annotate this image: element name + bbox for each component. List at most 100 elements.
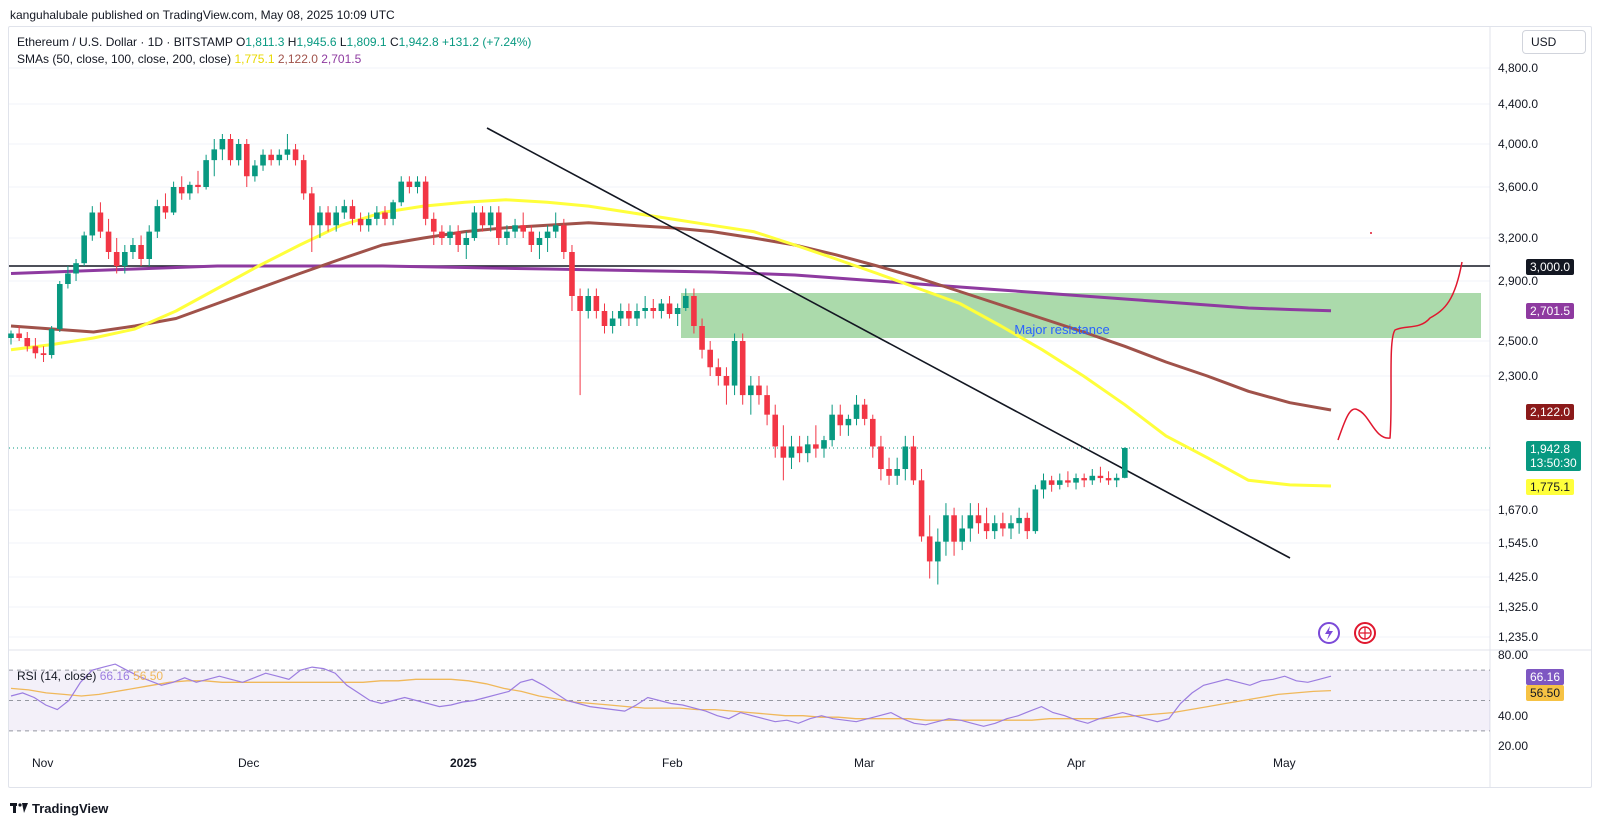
candle <box>935 528 941 585</box>
candle <box>32 338 39 359</box>
candle-body <box>861 404 868 419</box>
candle-body <box>1016 517 1022 524</box>
candle-body <box>195 184 201 187</box>
candle <box>715 358 722 386</box>
candle <box>593 288 600 319</box>
candle <box>723 367 730 405</box>
rsi-label: RSI (14, close) <box>17 669 97 683</box>
candle <box>1040 473 1047 499</box>
candle-body <box>439 231 445 238</box>
candle-body <box>585 296 592 311</box>
currency-selector[interactable]: USD <box>1522 30 1586 54</box>
sma50-path <box>10 198 1332 488</box>
candle-body <box>658 303 665 311</box>
candle-body <box>40 353 47 355</box>
candle <box>861 398 868 426</box>
candle <box>796 435 803 463</box>
candle <box>268 149 274 166</box>
candle <box>528 225 535 252</box>
rsi-tick-label: 20.00 <box>1498 739 1529 753</box>
candle-body <box>496 212 502 238</box>
rsi-ma-path <box>10 678 1332 721</box>
candle-body <box>56 284 63 329</box>
time-tick-label: Mar <box>854 756 875 770</box>
candle-body <box>325 212 331 226</box>
candle-body <box>268 154 274 161</box>
candle-body <box>926 536 933 562</box>
forecast-path <box>1337 232 1463 441</box>
candle-body <box>1097 475 1104 479</box>
candle-body <box>8 333 14 338</box>
candle <box>1016 507 1022 534</box>
candle <box>1024 512 1031 540</box>
candle-body <box>975 515 982 524</box>
price-tick-label: 1,325.0 <box>1498 600 1539 614</box>
candle-body <box>235 144 242 161</box>
candle <box>626 303 632 326</box>
candle <box>837 404 844 436</box>
candle <box>951 507 957 556</box>
tradingview-footer[interactable]: TradingView <box>10 801 108 816</box>
candle-body <box>300 160 307 194</box>
candle <box>658 299 665 319</box>
candle-body <box>48 329 55 355</box>
rsi-path <box>10 663 1332 727</box>
candle-body <box>991 523 998 532</box>
candle-body <box>853 404 860 419</box>
candle <box>349 199 356 226</box>
candle <box>853 395 860 426</box>
candle-body <box>243 144 250 177</box>
candle <box>674 303 681 326</box>
candle-body <box>1024 517 1031 532</box>
price-tick-label: 1,670.0 <box>1498 503 1539 517</box>
forecast-dot <box>1370 232 1372 234</box>
candle-body <box>479 212 486 226</box>
candle <box>374 206 380 226</box>
candle-body <box>1000 523 1006 529</box>
news-icon[interactable] <box>1354 622 1376 644</box>
candle <box>162 193 169 219</box>
candle-body <box>138 245 144 259</box>
candle <box>195 170 201 194</box>
candle-body <box>845 418 852 426</box>
candle-body <box>601 311 608 326</box>
candle-body <box>455 231 461 245</box>
candle-body <box>878 446 884 470</box>
candle <box>845 414 852 436</box>
candle <box>138 235 144 266</box>
rsi-value: 66.16 <box>99 669 130 683</box>
candle <box>544 225 551 252</box>
flash-icon[interactable] <box>1318 622 1340 644</box>
candle <box>292 144 299 166</box>
candle <box>487 206 494 232</box>
candle <box>219 134 226 161</box>
low-value: 1,809.1 <box>346 35 387 49</box>
sma200-line <box>10 264 1332 313</box>
candle-body <box>813 444 819 449</box>
low-key: L <box>339 35 347 49</box>
candle <box>975 503 982 534</box>
price-tick-label: 2,500.0 <box>1498 334 1539 348</box>
candle-body <box>430 218 437 232</box>
candle-body <box>609 318 616 326</box>
candle-body <box>341 206 348 213</box>
candle <box>16 326 22 341</box>
candle <box>813 425 819 458</box>
candle-body <box>463 238 470 245</box>
candle <box>569 245 575 311</box>
candle-body <box>447 231 453 238</box>
candle <box>122 245 128 274</box>
sma200-path <box>10 264 1332 313</box>
candle-body <box>869 418 876 447</box>
candle <box>170 181 177 216</box>
open-key: O <box>235 35 246 49</box>
candle <box>1089 469 1096 485</box>
candle-body <box>227 139 234 161</box>
change-value: +131.2 (+7.24%) <box>442 35 532 49</box>
candle-body <box>170 187 177 213</box>
open-value: 1,811.3 <box>245 35 285 49</box>
candle <box>886 457 892 485</box>
candle-body <box>89 212 96 236</box>
candle-body <box>1105 478 1112 481</box>
